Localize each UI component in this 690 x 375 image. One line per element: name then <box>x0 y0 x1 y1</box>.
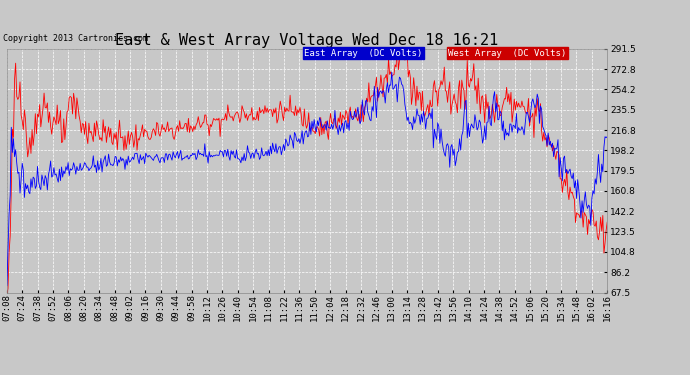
Text: West Array  (DC Volts): West Array (DC Volts) <box>448 49 566 58</box>
Text: Copyright 2013 Cartronics.com: Copyright 2013 Cartronics.com <box>3 34 148 43</box>
Text: East Array  (DC Volts): East Array (DC Volts) <box>304 49 422 58</box>
Title: East & West Array Voltage Wed Dec 18 16:21: East & West Array Voltage Wed Dec 18 16:… <box>115 33 499 48</box>
